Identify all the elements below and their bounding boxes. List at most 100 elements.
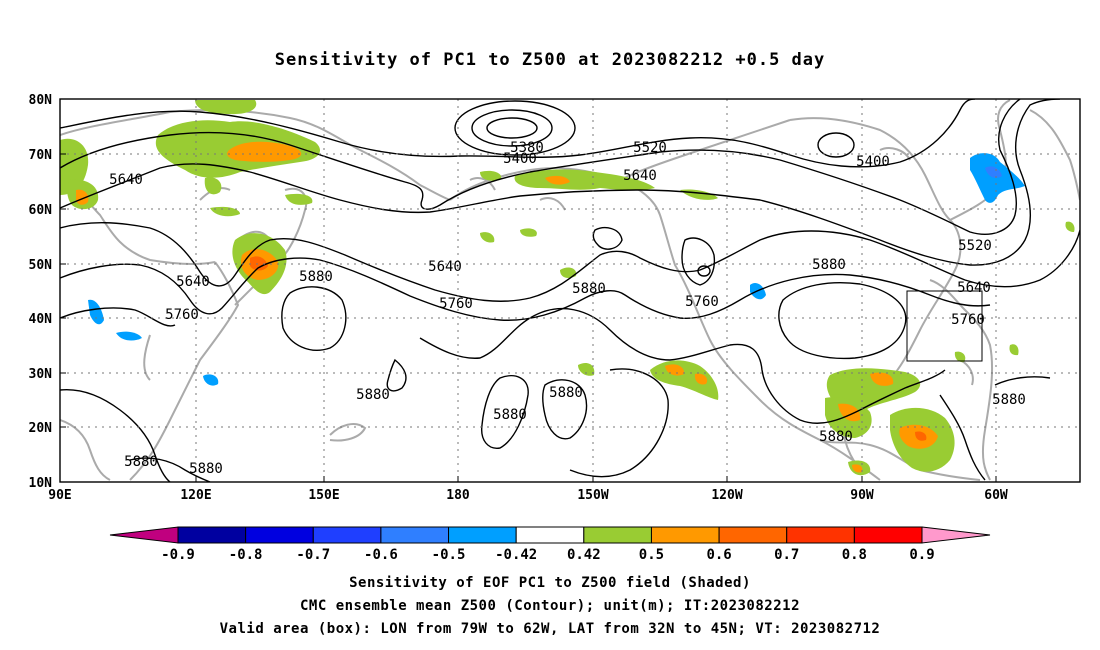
colorbar-label: 0.6: [706, 547, 731, 563]
lon-tick-label: 150E: [308, 488, 339, 503]
contour-label: 5880: [549, 385, 583, 401]
colorbar-low-triangle: [109, 526, 179, 544]
colorbar-segment: [786, 526, 855, 544]
shade-green: [520, 228, 537, 237]
lon-tick-label: 180: [446, 488, 470, 503]
colorbar-segment: [718, 526, 788, 544]
colorbar-segment: [380, 526, 450, 544]
shade-green: [480, 232, 495, 243]
shade-green: [204, 177, 222, 195]
contour-label: 5880: [992, 392, 1026, 408]
colorbar-segment: [312, 526, 382, 544]
shade-green: [285, 193, 313, 205]
shade-green: [210, 206, 240, 217]
shade-green: [578, 363, 595, 376]
contour-label: 5880: [812, 257, 846, 273]
colorbar-label: -0.8: [229, 547, 263, 563]
lat-tick-label: 70N: [29, 148, 53, 163]
contour-labels: 5380 5400 5520 5400 5640 5640 5520 5640 …: [109, 140, 1026, 477]
colorbar-segment: [448, 526, 517, 544]
shade-green: [514, 169, 655, 191]
lat-tick-labels: 80N 70N 60N 50N 40N 30N 20N 10N: [29, 93, 53, 491]
shade-orange: [227, 141, 302, 162]
contour-label: 5640: [957, 280, 991, 296]
contour-label: 5880: [299, 269, 333, 285]
shade-red: [915, 431, 927, 441]
shade-blue-dark: [985, 166, 1002, 178]
shade-red: [250, 256, 268, 271]
colorbar-label: 0.42: [567, 547, 601, 563]
shade-orange: [870, 372, 894, 386]
contour-label: 5760: [439, 296, 473, 312]
colorbar-label: 0.9: [909, 547, 934, 563]
shade-orange: [545, 175, 570, 185]
colorbar-label: -0.7: [296, 547, 330, 563]
contour-label: 5760: [165, 307, 199, 323]
contour-label: 5880: [572, 281, 606, 297]
colorbar-segment: [515, 526, 585, 544]
shade-orange: [838, 403, 861, 422]
footer-line-3: Valid area (box): LON from 79W to 62W, L…: [219, 621, 881, 637]
contour-label: 5880: [819, 429, 853, 445]
lat-axis: [60, 98, 66, 483]
colorbar-label: 0.5: [639, 547, 664, 563]
contour-label: 5520: [958, 238, 992, 254]
shade-green: [954, 351, 966, 363]
colorbar-segment: [650, 526, 720, 544]
lon-tick-label: 150W: [577, 488, 608, 503]
contour-label: 5380: [510, 140, 544, 156]
lon-tick-label: 90E: [48, 488, 71, 503]
colorbar-segment: [245, 526, 314, 544]
contour-label: 5880: [124, 454, 158, 470]
lat-tick-label: 80N: [29, 93, 53, 108]
contour-label: 5760: [951, 312, 985, 328]
shade-green: [560, 267, 577, 278]
map-title: Sensitivity of PC1 to Z500 at 2023082212…: [274, 50, 826, 70]
sensitivity-shading: [60, 100, 1075, 476]
contour-label: 5880: [356, 387, 390, 403]
lon-tick-label: 120W: [711, 488, 742, 503]
lat-tick-label: 60N: [29, 203, 53, 218]
lon-tick-label: 90W: [850, 488, 874, 503]
contour-label: 5640: [176, 274, 210, 290]
shade-blue: [203, 374, 219, 386]
lon-tick-label: 60W: [984, 488, 1008, 503]
contour-label: 5640: [428, 259, 462, 275]
contour-label: 5520: [633, 140, 667, 156]
contour-label: 5760: [685, 294, 719, 310]
colorbar-segment: [853, 526, 923, 544]
shade-orange: [76, 189, 89, 205]
z500-contours: [60, 99, 1080, 482]
shade-green: [650, 360, 719, 400]
contour-label: 5640: [109, 172, 143, 188]
valid-area-box: [906, 290, 983, 362]
footer-line-1: Sensitivity of EOF PC1 to Z500 field (Sh…: [349, 575, 751, 591]
shade-green: [1065, 221, 1075, 232]
lat-tick-label: 30N: [29, 367, 53, 382]
graticule: [60, 99, 1080, 482]
colorbar-segment: [583, 526, 652, 544]
plot-frame: [59, 98, 1081, 483]
colorbar-segment: [177, 526, 247, 544]
lat-tick-label: 40N: [29, 312, 53, 327]
shade-blue: [970, 153, 1025, 203]
lat-tick-label: 10N: [29, 476, 53, 491]
shade-blue: [116, 331, 142, 341]
shade-orange: [852, 464, 863, 473]
lat-tick-label: 20N: [29, 421, 53, 436]
lon-axis: [59, 476, 997, 482]
contour-label: 5400: [856, 154, 890, 170]
lon-tick-labels: 90E 120E 150E 180 150W 120W 90W 60W: [48, 488, 1008, 503]
shade-blue: [88, 299, 104, 325]
contour-label: 5880: [189, 461, 223, 477]
footer-line-2: CMC ensemble mean Z500 (Contour); unit(m…: [299, 598, 800, 614]
shade-green: [480, 170, 502, 181]
colorbar-label: -0.9: [161, 547, 195, 563]
contour-label: 5640: [623, 168, 657, 184]
colorbar-label: 0.7: [774, 547, 799, 563]
colorbar: -0.9 -0.8 -0.7 -0.6 -0.5 -0.42 0.42 0.5 0.6 0.7 0.…: [109, 526, 991, 563]
shade-orange: [694, 373, 708, 385]
contour-label: 5400: [503, 151, 537, 167]
shade-green: [1009, 344, 1019, 356]
